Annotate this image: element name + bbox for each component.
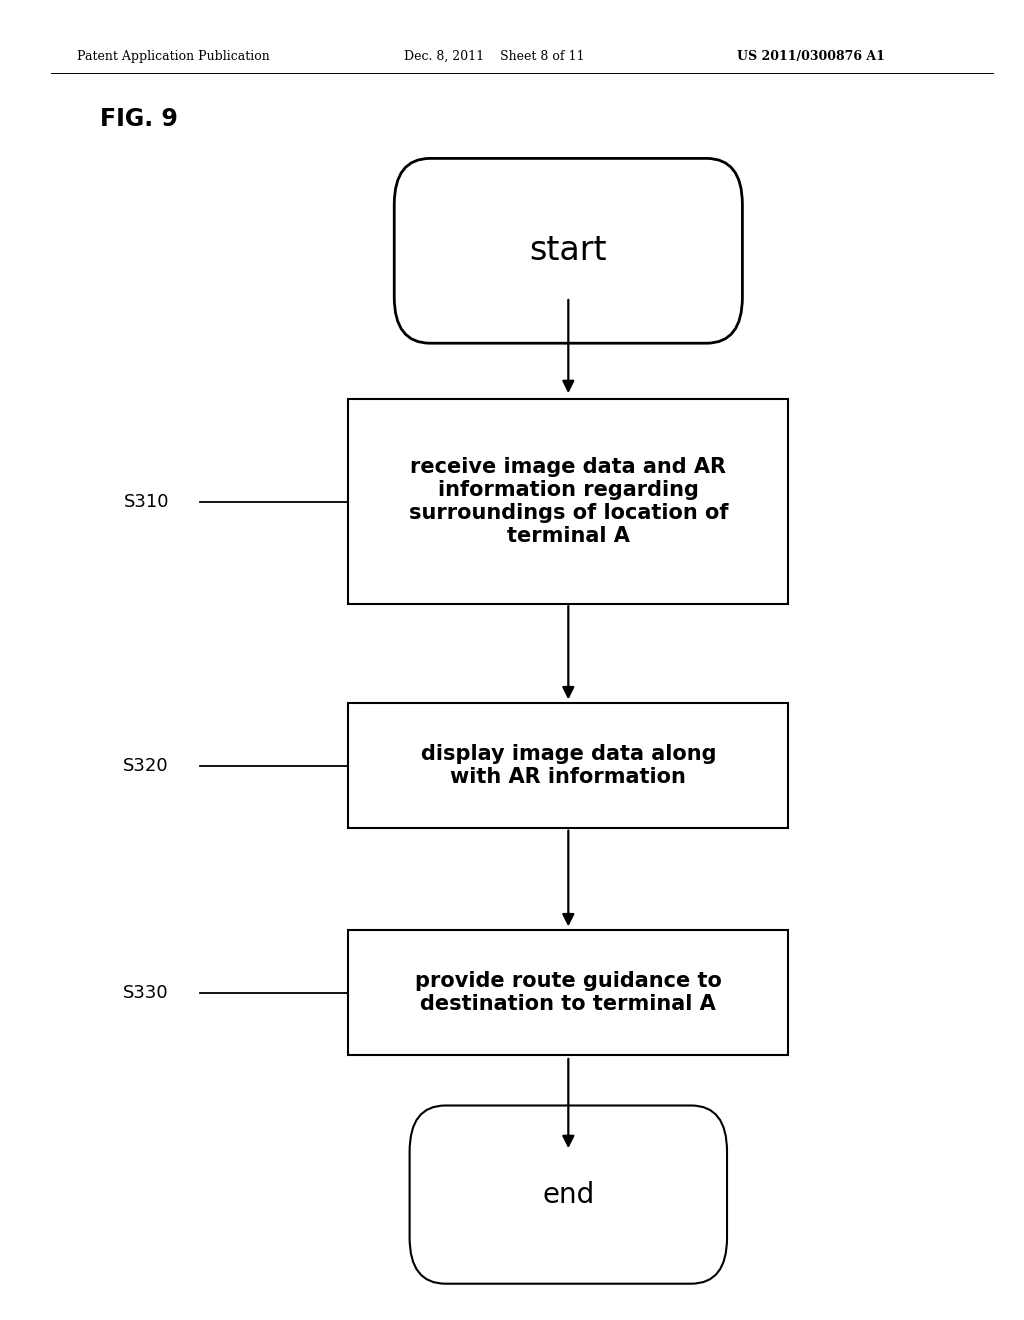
Text: S310: S310 — [124, 492, 169, 511]
Text: Dec. 8, 2011    Sheet 8 of 11: Dec. 8, 2011 Sheet 8 of 11 — [404, 50, 585, 63]
Bar — [348, 929, 788, 1056]
Text: FIG. 9: FIG. 9 — [100, 107, 178, 131]
Bar — [348, 702, 788, 829]
Text: provide route guidance to
destination to terminal A: provide route guidance to destination to… — [415, 972, 722, 1014]
Text: start: start — [529, 235, 607, 267]
FancyBboxPatch shape — [394, 158, 742, 343]
Text: receive image data and AR
information regarding
surroundings of location of
term: receive image data and AR information re… — [409, 457, 728, 546]
Text: display image data along
with AR information: display image data along with AR informa… — [421, 744, 716, 787]
Text: Patent Application Publication: Patent Application Publication — [77, 50, 269, 63]
FancyBboxPatch shape — [410, 1106, 727, 1283]
Text: end: end — [542, 1180, 595, 1209]
Bar — [348, 399, 788, 605]
Text: S330: S330 — [123, 983, 169, 1002]
Text: S320: S320 — [123, 756, 169, 775]
Text: US 2011/0300876 A1: US 2011/0300876 A1 — [737, 50, 885, 63]
